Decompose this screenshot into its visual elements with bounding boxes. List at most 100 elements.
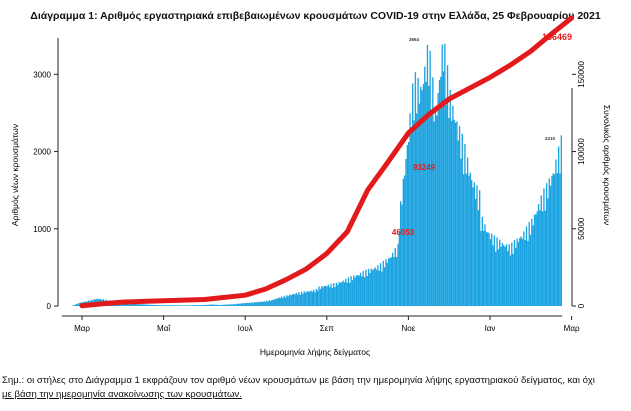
bar [223,304,225,306]
bar [335,282,338,306]
bar [334,287,336,306]
bar [302,293,304,306]
bar [404,175,406,306]
bar [483,230,485,306]
bar [221,304,224,306]
bar [256,301,259,306]
bar [254,302,256,306]
bar [425,81,427,306]
bar [346,282,348,306]
bar [517,242,520,306]
bar [466,157,469,306]
bar [441,44,443,306]
bar [487,232,489,306]
bar [410,128,413,306]
bar [235,304,237,306]
bar [280,296,283,306]
bar [279,298,281,306]
x-tick-label: Ιουλ [238,324,253,333]
bar [544,210,546,306]
bar [175,305,177,306]
bar [361,276,363,306]
bar [307,291,309,306]
bar [212,304,214,306]
bar [275,298,277,306]
bar [429,50,431,306]
bar [173,305,176,306]
bar [171,305,173,306]
bar [228,304,230,306]
bar [504,246,506,306]
bar [201,304,204,306]
bar [500,246,502,306]
bar [129,303,131,306]
bar [523,231,525,306]
bar [511,242,513,306]
bar [153,305,156,306]
bar [308,291,311,306]
bar [255,302,257,306]
bar [375,269,378,306]
bar [393,256,395,306]
bar [148,304,150,306]
bar [136,304,138,306]
bar [476,185,478,306]
bar [248,302,251,306]
bar [338,282,340,306]
bar [408,142,410,306]
bar [422,84,425,306]
bar [560,135,562,306]
bar [507,251,509,306]
bar [508,244,510,306]
bar [351,280,354,306]
bar [462,174,465,306]
bar [524,240,526,306]
bar [317,290,319,306]
bar [557,146,560,306]
bar [325,285,327,306]
bar [548,178,550,306]
bar [445,104,447,306]
bar [477,210,479,306]
bar [169,305,172,306]
bar [465,173,467,306]
chart-labels: 186469 93249 46053 3664 2210 [392,32,572,237]
bar [160,305,162,306]
bar [291,294,293,306]
bars [72,43,562,307]
bar [395,257,398,306]
bar [164,305,166,306]
bar [128,303,130,306]
bar [420,86,422,306]
bar [208,304,210,306]
bar [244,303,247,306]
bar [311,291,313,306]
bar [183,305,185,306]
bar [484,224,486,306]
bar [161,305,164,306]
bar [389,258,391,306]
bar [132,303,134,306]
bar [321,286,323,306]
bar [224,304,226,306]
bar [531,218,533,306]
bar [390,257,392,306]
bar [485,231,488,306]
bar [464,143,466,306]
bar [341,282,343,306]
bar [323,286,326,306]
bar [310,290,312,306]
bar [525,226,528,306]
bar [433,121,435,306]
bar [488,233,490,306]
bar [416,113,418,306]
bar [453,119,455,306]
axes: 0 1000 2000 3000 0 50000 100000 150000 Μαρ Μαΐ Ιου… [10,38,612,357]
bar [276,298,279,306]
bar [232,304,234,306]
bar [246,302,248,306]
bar [141,304,143,306]
bar [150,304,153,306]
bar [539,210,541,306]
